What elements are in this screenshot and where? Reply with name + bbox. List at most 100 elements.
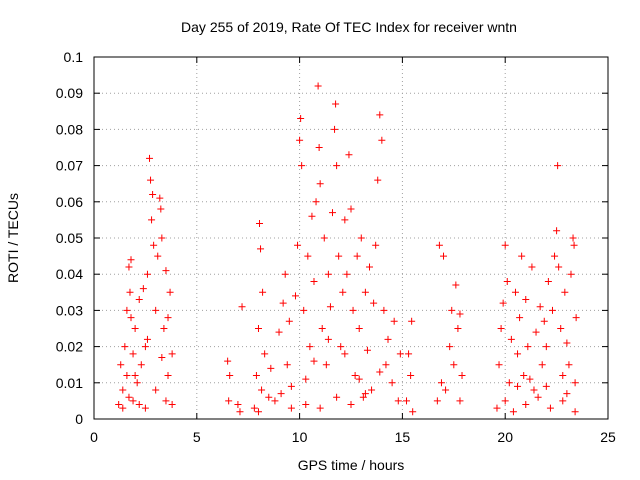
y-tick-label: 0.02 xyxy=(56,339,83,355)
data-point xyxy=(250,404,258,412)
x-axis: 0 5 10 15 20 25 xyxy=(90,57,616,445)
data-point xyxy=(271,397,279,405)
data-point xyxy=(372,241,380,249)
data-point xyxy=(528,263,536,271)
data-point xyxy=(150,241,158,249)
data-point xyxy=(357,234,365,242)
data-point xyxy=(501,241,509,249)
data-point xyxy=(448,306,456,314)
data-point xyxy=(382,361,390,369)
data-point xyxy=(333,393,341,401)
data-point xyxy=(548,306,556,314)
grid xyxy=(94,57,608,419)
data-point xyxy=(554,162,562,170)
data-point xyxy=(396,350,404,358)
data-point xyxy=(304,252,312,260)
data-point xyxy=(125,263,133,271)
data-point xyxy=(363,346,371,354)
x-tick-label: 5 xyxy=(193,429,201,445)
data-point xyxy=(534,393,542,401)
data-point xyxy=(322,361,330,369)
data-point xyxy=(349,306,357,314)
data-point xyxy=(435,241,443,249)
data-point xyxy=(499,299,507,307)
data-point xyxy=(258,386,266,394)
data-point xyxy=(563,390,571,398)
data-point xyxy=(129,350,137,358)
data-point xyxy=(384,335,392,343)
data-point xyxy=(452,281,460,289)
data-point xyxy=(296,136,304,144)
data-point xyxy=(555,263,563,271)
data-point xyxy=(127,314,135,322)
data-point xyxy=(544,277,552,285)
data-point xyxy=(328,209,336,217)
data-point xyxy=(256,220,264,228)
data-point xyxy=(226,372,234,380)
data-point xyxy=(115,401,123,409)
data-point xyxy=(123,372,131,380)
data-point xyxy=(353,252,361,260)
data-point xyxy=(403,397,411,405)
data-point xyxy=(324,335,332,343)
data-point xyxy=(376,368,384,376)
data-point xyxy=(238,303,246,311)
data-point xyxy=(316,180,324,188)
data-point xyxy=(376,111,384,119)
data-point xyxy=(160,325,168,332)
data-point xyxy=(505,379,513,387)
data-point xyxy=(493,404,501,412)
data-point xyxy=(308,212,316,220)
data-point xyxy=(335,252,343,260)
data-point xyxy=(283,361,291,369)
data-point xyxy=(524,343,532,351)
data-point xyxy=(141,404,149,412)
data-point xyxy=(407,372,415,380)
data-point xyxy=(559,372,567,380)
y-tick-label: 0.01 xyxy=(56,375,83,391)
data-point xyxy=(341,350,349,358)
data-point xyxy=(522,296,530,304)
data-point xyxy=(567,270,575,278)
data-point xyxy=(388,379,396,387)
data-point xyxy=(497,325,505,332)
data-point xyxy=(458,372,466,380)
data-point xyxy=(143,270,151,278)
data-point xyxy=(275,328,283,336)
data-point xyxy=(281,270,289,278)
data-point xyxy=(254,325,262,332)
data-point xyxy=(570,241,578,249)
data-point xyxy=(540,317,548,325)
data-point xyxy=(147,176,155,184)
data-point xyxy=(121,343,129,351)
data-point xyxy=(433,397,441,405)
data-point xyxy=(320,234,328,242)
data-point xyxy=(139,285,147,293)
data-point xyxy=(131,325,139,332)
data-point xyxy=(331,125,339,133)
data-point xyxy=(405,350,413,358)
data-point xyxy=(117,361,125,369)
data-point xyxy=(154,252,162,260)
data-point xyxy=(146,154,154,162)
data-point xyxy=(518,252,526,260)
data-point xyxy=(542,343,550,351)
data-point xyxy=(355,375,363,383)
data-point xyxy=(267,364,275,372)
data-point xyxy=(123,306,131,314)
data-point xyxy=(294,241,302,249)
data-point xyxy=(571,379,579,387)
data-point xyxy=(133,379,141,387)
data-point xyxy=(236,408,244,416)
data-points xyxy=(115,82,580,416)
y-tick-label: 0.1 xyxy=(64,49,84,65)
data-point xyxy=(557,325,565,332)
data-point xyxy=(259,288,267,296)
data-point xyxy=(298,162,306,170)
data-point xyxy=(409,408,417,416)
data-point xyxy=(234,401,242,409)
data-point xyxy=(312,198,320,206)
y-axis: 0 0.01 0.02 0.03 0.04 0.05 0.06 0.07 0.08 0.09 0.1 xyxy=(56,49,608,427)
data-point xyxy=(287,404,295,412)
data-point xyxy=(257,245,265,253)
